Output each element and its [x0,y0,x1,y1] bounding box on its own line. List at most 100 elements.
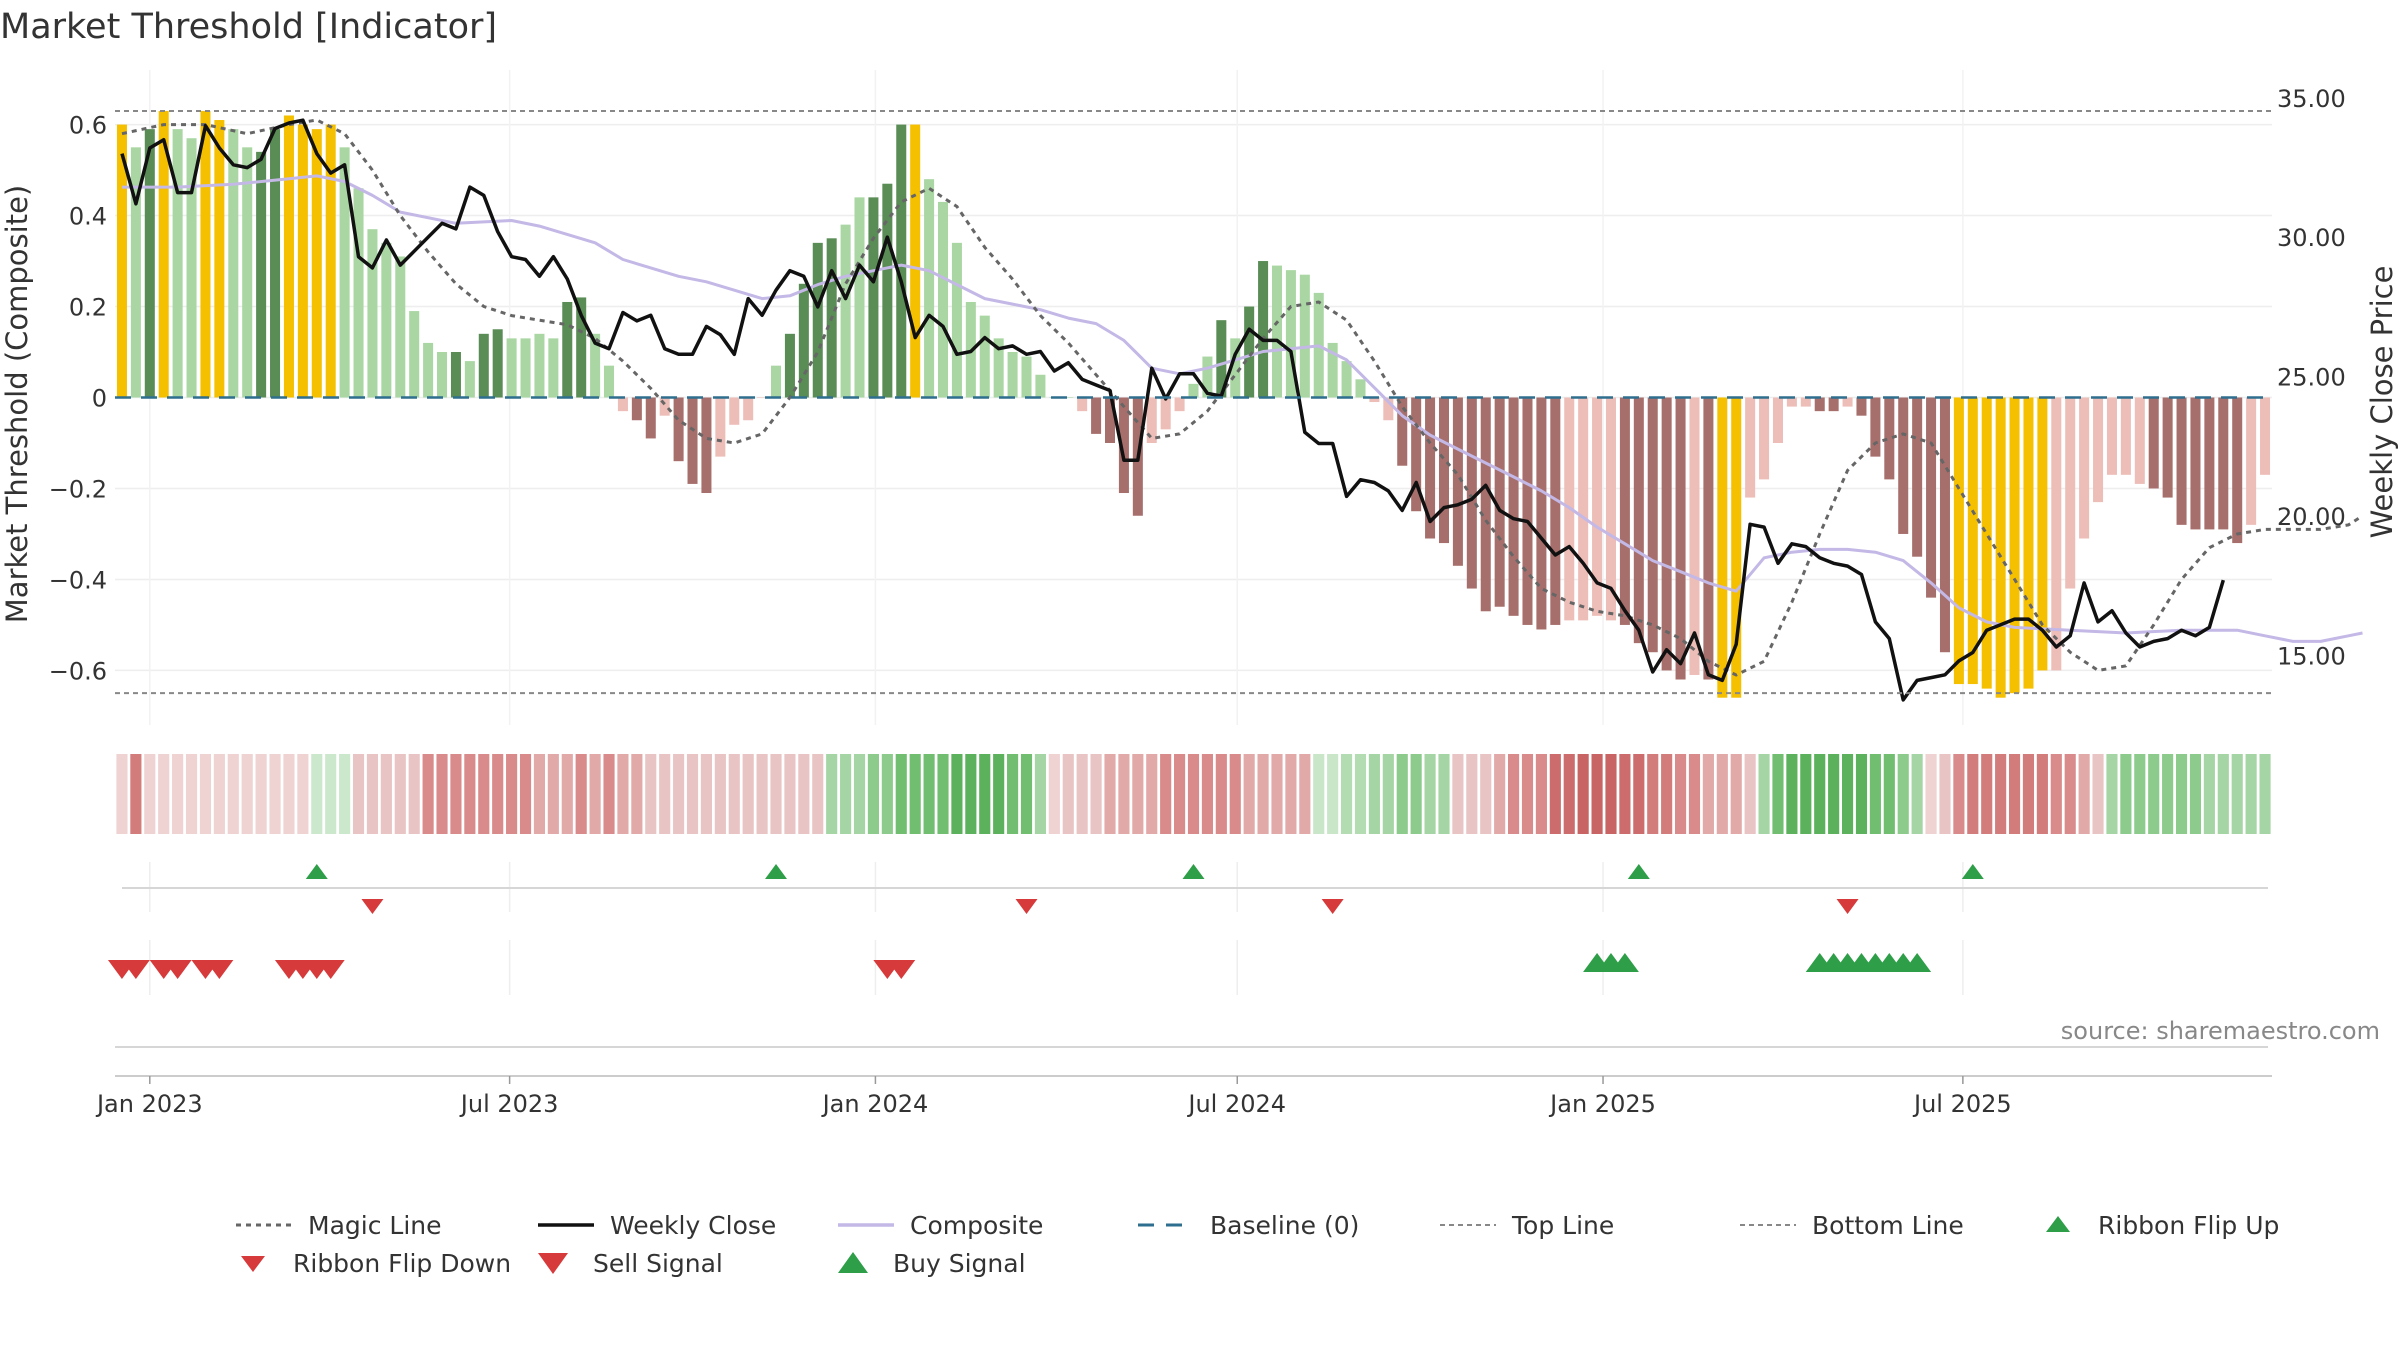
composite-bar [1647,397,1658,653]
legend-item: Ribbon Flip Up [2046,1211,2279,1240]
sell-signal-marker [316,960,345,979]
ribbon-cell [881,754,893,834]
ribbon-flip-up-marker [765,864,788,879]
composite-bar [1285,270,1296,398]
composite-bar [2134,397,2145,484]
sell-signal-marker [163,960,192,979]
composite-bar [2106,397,2117,475]
ribbon-cell [589,754,601,834]
ribbon-cell [1076,754,1088,834]
ribbon-cell [2203,754,2215,834]
composite-bar [812,242,823,398]
composite-bar [492,329,503,398]
ribbon-cell [937,754,949,834]
right-tick-label: 30.00 [2277,224,2346,252]
ribbon-cell [2078,754,2090,834]
composite-bar [1814,397,1825,412]
ribbon-cell [993,754,1005,834]
ribbon-cell [979,754,991,834]
ribbon-cell [1368,754,1380,834]
sell-signal-marker [887,960,916,979]
legend-item: Bottom Line [1740,1211,1964,1240]
ribbon-cell [2148,754,2160,834]
ribbon-cell [1953,754,1965,834]
composite-bar [1661,397,1672,671]
ribbon-cell [1800,754,1812,834]
composite-bar [1355,379,1366,398]
composite-bar [2246,397,2257,525]
legend-swatch-flip-down [241,1256,265,1272]
ribbon-cell [2064,754,2076,834]
ribbon-cell [1382,754,1394,834]
composite-bar [798,283,809,398]
composite-bar [367,229,378,398]
ribbon-cell [1939,754,1951,834]
composite-bar [2023,397,2034,689]
composite-bar [1842,397,1853,407]
composite-bar [1550,397,1561,625]
composite-bar [1216,320,1227,398]
ribbon-cell [1146,754,1158,834]
left-tick-label: 0.4 [69,203,107,231]
ribbon-cell [533,754,546,834]
composite-bar [1745,397,1756,498]
ribbon-cell [1828,754,1840,834]
legend-item: Weekly Close [538,1211,776,1240]
x-tick-label: Jul 2023 [459,1090,559,1118]
ribbon-flip-up-marker [305,864,328,879]
ribbon-cell [130,754,142,834]
composite-bar [645,397,656,439]
signal-panel [107,940,2268,1048]
weekly-close-line [120,118,2225,702]
ribbon-cell [1855,754,1868,834]
right-tick-label: 15.00 [2277,642,2346,670]
ribbon-cell [1048,754,1060,834]
composite-bar [1536,397,1547,630]
composite-bar [1411,397,1422,512]
composite-bar [339,147,350,398]
ribbon-cell [1869,754,1881,834]
ribbon-cell [1201,754,1213,834]
composite-bar [1995,397,2006,698]
composite-bar [2009,397,2020,694]
composite-bar [1675,397,1686,680]
left-tick-label: −0.4 [49,566,107,594]
composite-bar [1271,265,1283,398]
x-tick-label: Jul 2024 [1186,1090,1286,1118]
legend-label: Ribbon Flip Down [293,1249,511,1278]
composite-bar [2162,397,2173,498]
ribbon-cell [1007,754,1019,834]
composite-bar [562,301,573,398]
ribbon-cell [1354,754,1367,834]
legend: Magic Line Weekly Close Composite Baseline … [236,1211,2279,1278]
composite-bar [1953,397,1964,685]
ribbon-cell [2134,754,2146,834]
ribbon-cell [853,754,866,834]
ribbon-cell [1786,754,1798,834]
legend-label: Composite [910,1211,1043,1240]
composite-bar [1327,342,1338,398]
ribbon-cell [2162,754,2174,834]
ribbon-cell [631,754,643,834]
composite-bar [1480,397,1491,612]
ribbon-cell [965,754,977,834]
composite-bar [784,333,795,398]
composite-bar [2079,397,2090,539]
ribbon-cell [1981,754,1993,834]
ribbon-cell [1327,754,1339,834]
x-axis: Jan 2023 Jul 2023 Jan 2024 Jul 2024 Jan 2025… [95,1075,2272,1118]
ribbon-cell [1466,754,1478,834]
chart-title: Market Threshold [Indicator] [0,7,497,47]
ribbon-cell [1730,754,1742,834]
legend-item: Baseline (0) [1138,1211,1359,1240]
ribbon-cell [1341,754,1353,834]
x-tick-label: Jul 2025 [1912,1090,2012,1118]
ribbon-cell [311,754,323,834]
composite-bar [1912,397,1923,557]
composite-bar [1633,397,1644,644]
composite-bar [1425,397,1436,539]
ribbon-cell [1438,754,1450,834]
ribbon-cell [158,754,170,834]
ribbon-cell [116,754,128,834]
legend-item: Magic Line [236,1211,442,1240]
